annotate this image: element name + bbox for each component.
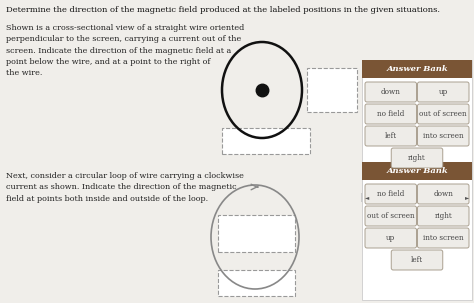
Text: no field: no field	[377, 190, 404, 198]
Text: Answer Bank: Answer Bank	[386, 65, 448, 73]
Text: Shown is a cross-sectional view of a straight wire oriented
perpendicular to the: Shown is a cross-sectional view of a str…	[6, 24, 244, 77]
Bar	[362, 162, 472, 180]
Bar	[361, 193, 473, 202]
Text: Answer Bank: Answer Bank	[386, 167, 448, 175]
Text: Determine the direction of the magnetic field produced at the labeled positions : Determine the direction of the magnetic …	[6, 6, 440, 14]
Text: down: down	[433, 190, 453, 198]
Text: out of screen: out of screen	[419, 110, 467, 118]
FancyBboxPatch shape	[418, 206, 469, 226]
Bar	[362, 60, 472, 78]
Bar	[362, 162, 472, 300]
Text: up: up	[438, 88, 448, 96]
FancyBboxPatch shape	[418, 184, 469, 204]
Text: into screen: into screen	[423, 234, 464, 242]
Text: Next, consider a circular loop of wire carrying a clockwise
current as shown. In: Next, consider a circular loop of wire c…	[6, 172, 244, 203]
Text: no field: no field	[377, 110, 404, 118]
FancyBboxPatch shape	[365, 206, 417, 226]
FancyBboxPatch shape	[222, 128, 310, 154]
Text: left: left	[411, 256, 423, 264]
FancyBboxPatch shape	[418, 126, 469, 146]
Text: up: up	[386, 234, 395, 242]
Text: into screen: into screen	[423, 132, 464, 140]
FancyBboxPatch shape	[391, 148, 443, 168]
FancyBboxPatch shape	[418, 228, 469, 248]
Text: out of screen: out of screen	[367, 212, 415, 220]
Text: ◄: ◄	[365, 195, 369, 200]
FancyBboxPatch shape	[391, 250, 443, 270]
FancyBboxPatch shape	[365, 104, 417, 124]
FancyBboxPatch shape	[418, 82, 469, 102]
FancyBboxPatch shape	[365, 82, 417, 102]
FancyBboxPatch shape	[365, 228, 417, 248]
Text: down: down	[381, 88, 401, 96]
FancyBboxPatch shape	[365, 126, 417, 146]
FancyBboxPatch shape	[218, 215, 295, 252]
FancyBboxPatch shape	[365, 184, 417, 204]
Text: ►: ►	[465, 195, 469, 200]
Text: right: right	[408, 154, 426, 162]
Text: left: left	[385, 132, 397, 140]
Bar	[362, 60, 472, 192]
FancyBboxPatch shape	[418, 104, 469, 124]
FancyBboxPatch shape	[218, 270, 295, 296]
FancyBboxPatch shape	[307, 68, 357, 112]
Text: right: right	[434, 212, 452, 220]
